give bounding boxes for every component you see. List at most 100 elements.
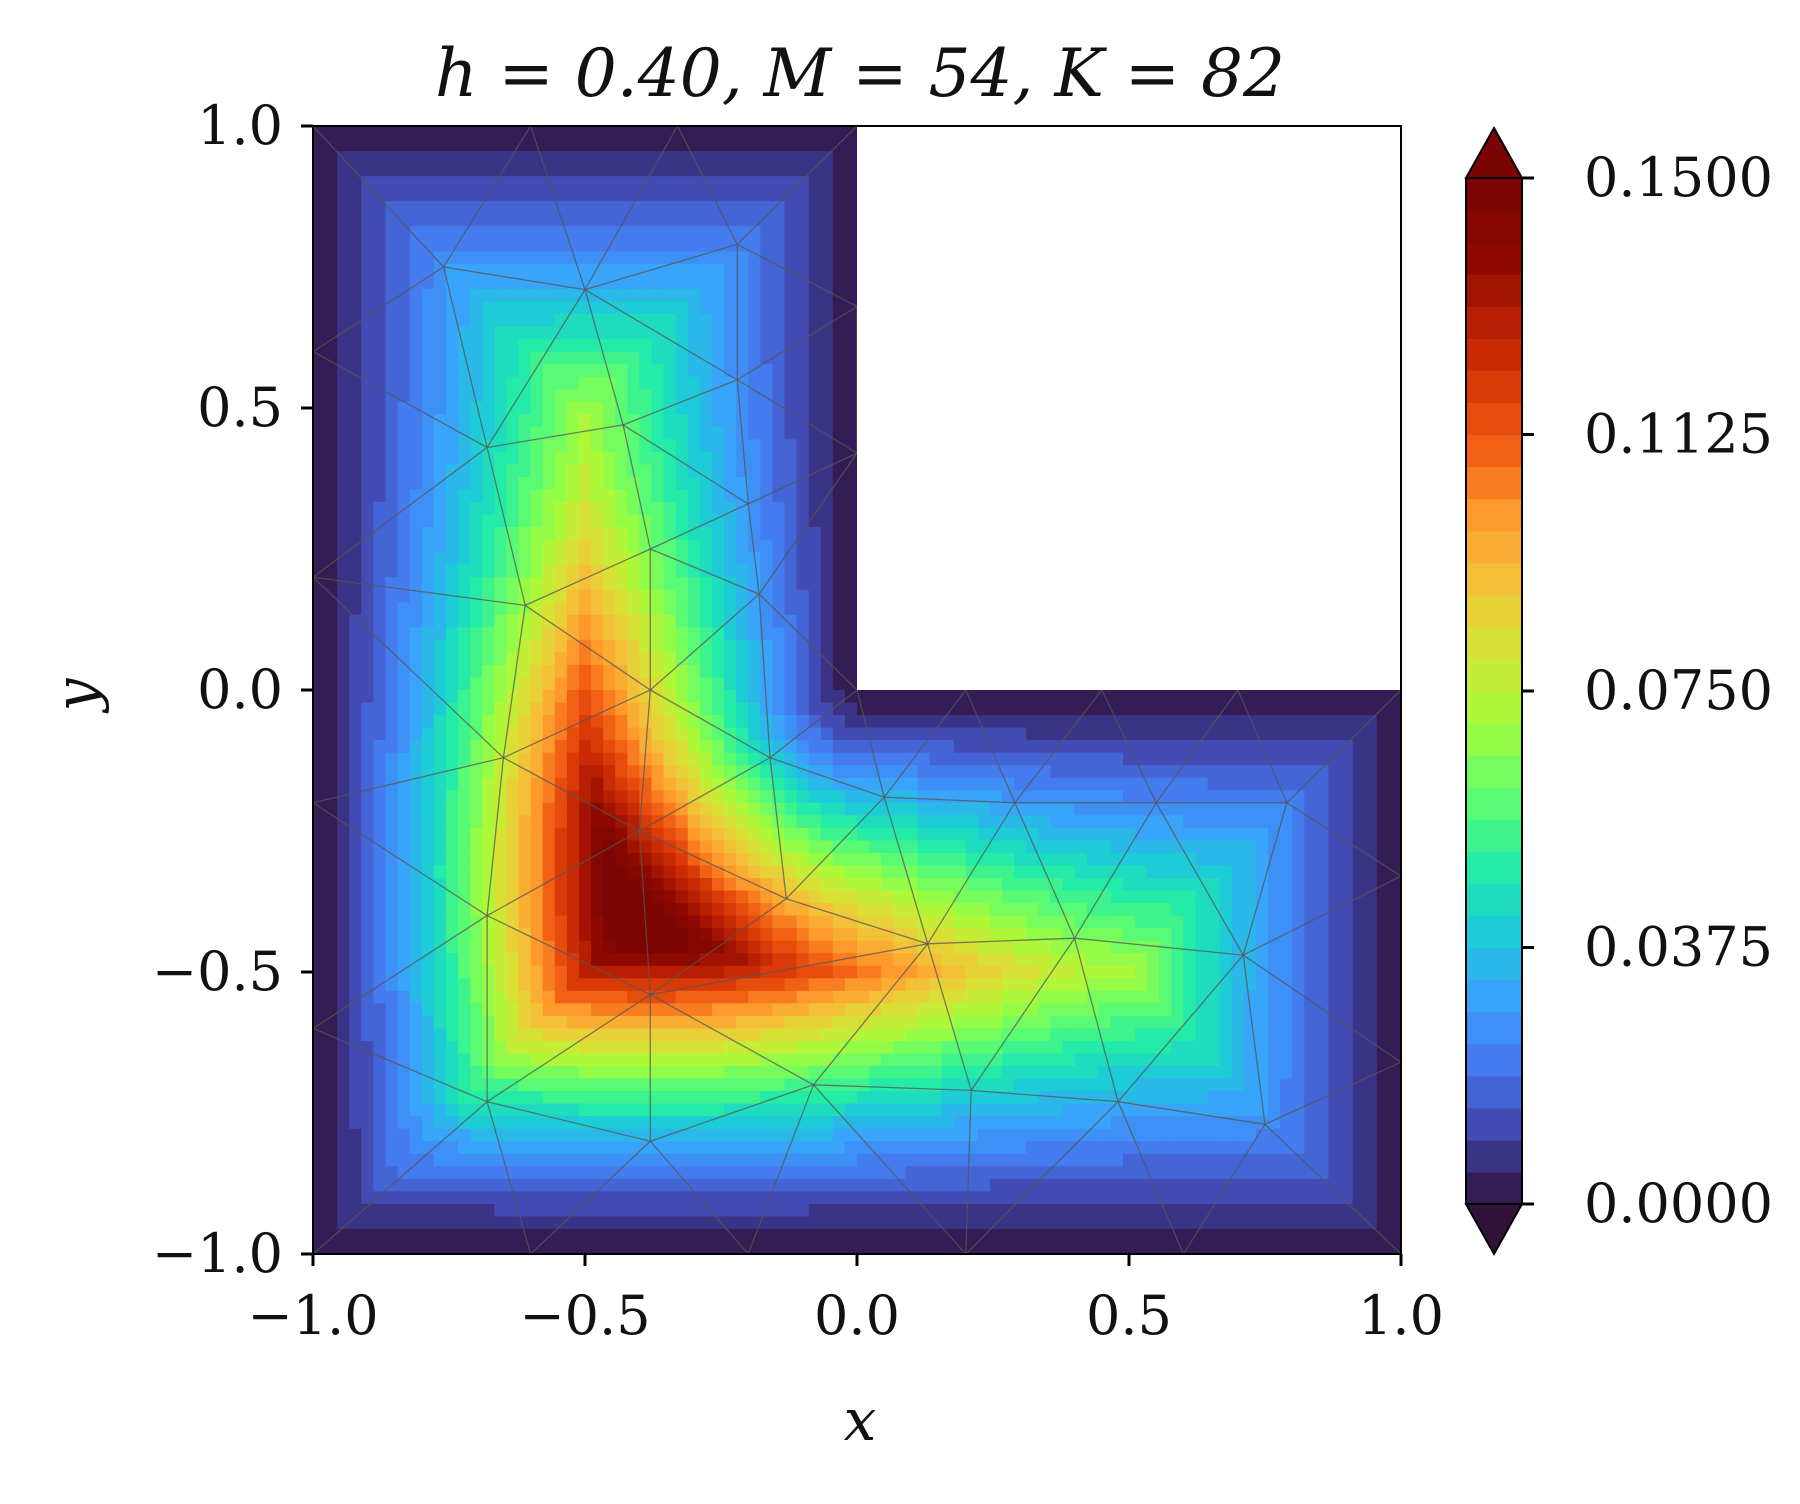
heatmap-cell	[784, 426, 798, 440]
heatmap-cell	[578, 564, 592, 578]
heatmap-cell	[1002, 690, 1015, 704]
heatmap-cell	[832, 602, 846, 616]
heatmap-cell	[832, 1040, 846, 1055]
heatmap-cell	[542, 953, 556, 967]
heatmap-cell	[675, 1241, 689, 1254]
heatmap-cell	[1050, 978, 1064, 992]
heatmap-cell	[844, 903, 858, 917]
heatmap-cell	[385, 740, 399, 754]
heatmap-cell	[578, 1216, 592, 1230]
heatmap-cell	[349, 815, 362, 829]
heatmap-cell	[711, 1028, 725, 1042]
heatmap-cell	[1014, 878, 1027, 892]
heatmap-cell	[409, 489, 423, 503]
heatmap-cell	[639, 339, 653, 353]
heatmap-cell	[627, 326, 640, 340]
heatmap-cell	[832, 351, 846, 365]
heatmap-cell	[433, 514, 447, 528]
heatmap-cell	[1098, 865, 1112, 879]
heatmap-cell	[808, 840, 822, 854]
heatmap-cell	[663, 602, 677, 616]
heatmap-cell	[470, 740, 483, 754]
heatmap-cell	[760, 439, 773, 453]
heatmap-cell	[675, 464, 689, 478]
heatmap-cell	[760, 915, 773, 929]
heatmap-cell	[349, 827, 362, 841]
heatmap-cell	[893, 727, 906, 741]
heatmap-cell	[325, 1103, 338, 1117]
heatmap-cell	[591, 740, 604, 754]
heatmap-cell	[1098, 1078, 1112, 1092]
heatmap-cell	[687, 1003, 701, 1017]
heatmap-cell	[494, 1103, 508, 1117]
heatmap-cell	[494, 213, 508, 227]
heatmap-cell	[518, 727, 532, 741]
heatmap-cell	[857, 1128, 870, 1142]
heatmap-cell	[796, 602, 810, 616]
heatmap-cell	[796, 953, 810, 967]
heatmap-cell	[893, 1166, 906, 1180]
heatmap-cell	[337, 903, 350, 917]
heatmap-cell	[724, 1015, 737, 1029]
heatmap-cell	[337, 802, 350, 816]
heatmap-cell	[687, 852, 701, 867]
heatmap-cell	[748, 564, 761, 578]
heatmap-cell	[433, 890, 447, 904]
heatmap-cell	[433, 451, 447, 465]
heatmap-cell	[989, 1153, 1003, 1167]
heatmap-cell	[699, 426, 713, 440]
heatmap-cell	[373, 414, 387, 428]
heatmap-cell	[421, 451, 435, 465]
heatmap-cell	[711, 351, 725, 365]
heatmap-cell	[494, 376, 508, 390]
heatmap-cell	[530, 163, 544, 177]
heatmap-cell	[796, 652, 810, 666]
heatmap-cell	[929, 690, 943, 704]
heatmap-cell	[518, 564, 532, 578]
heatmap-cell	[325, 1141, 338, 1155]
heatmap-cell	[663, 238, 677, 252]
heatmap-cell	[639, 263, 653, 277]
heatmap-cell	[337, 163, 350, 177]
heatmap-cell	[724, 852, 737, 867]
heatmap-cell	[953, 865, 967, 879]
heatmap-cell	[494, 251, 508, 265]
heatmap-cell	[736, 489, 749, 503]
heatmap-cell	[518, 527, 532, 541]
heatmap-cell	[699, 1053, 713, 1067]
heatmap-cell	[748, 276, 761, 290]
heatmap-cell	[651, 890, 665, 904]
heatmap-cell	[373, 426, 387, 440]
heatmap-cell	[325, 527, 338, 541]
heatmap-cell	[421, 1053, 435, 1067]
heatmap-cell	[433, 439, 447, 453]
heatmap-cell	[373, 928, 387, 942]
heatmap-cell	[1074, 1053, 1088, 1067]
heatmap-cell	[711, 990, 725, 1004]
heatmap-cell	[953, 715, 967, 729]
heatmap-cell	[337, 226, 350, 240]
heatmap-cell	[784, 1053, 798, 1067]
heatmap-cell	[736, 1078, 749, 1092]
heatmap-cell	[615, 953, 628, 967]
heatmap-cell	[844, 1178, 858, 1192]
heatmap-cell	[518, 376, 532, 390]
heatmap-cell	[566, 376, 580, 390]
heatmap-cell	[965, 1216, 979, 1230]
heatmap-cell	[808, 802, 822, 816]
heatmap-cell	[639, 1128, 653, 1142]
heatmap-cell	[313, 176, 326, 190]
heatmap-cell	[1098, 815, 1112, 829]
heatmap-cell	[482, 138, 495, 152]
heatmap-cell	[639, 476, 653, 491]
heatmap-cell	[784, 652, 798, 666]
heatmap-cell	[385, 1203, 399, 1217]
heatmap-cell	[736, 564, 749, 578]
heatmap-cell	[482, 790, 495, 804]
heatmap-cell	[397, 288, 411, 303]
heatmap-cell	[361, 928, 375, 942]
heatmap-cell	[1086, 965, 1100, 979]
heatmap-cell	[977, 1178, 991, 1192]
heatmap-cell	[844, 1228, 858, 1243]
heatmap-cell	[941, 1103, 955, 1117]
